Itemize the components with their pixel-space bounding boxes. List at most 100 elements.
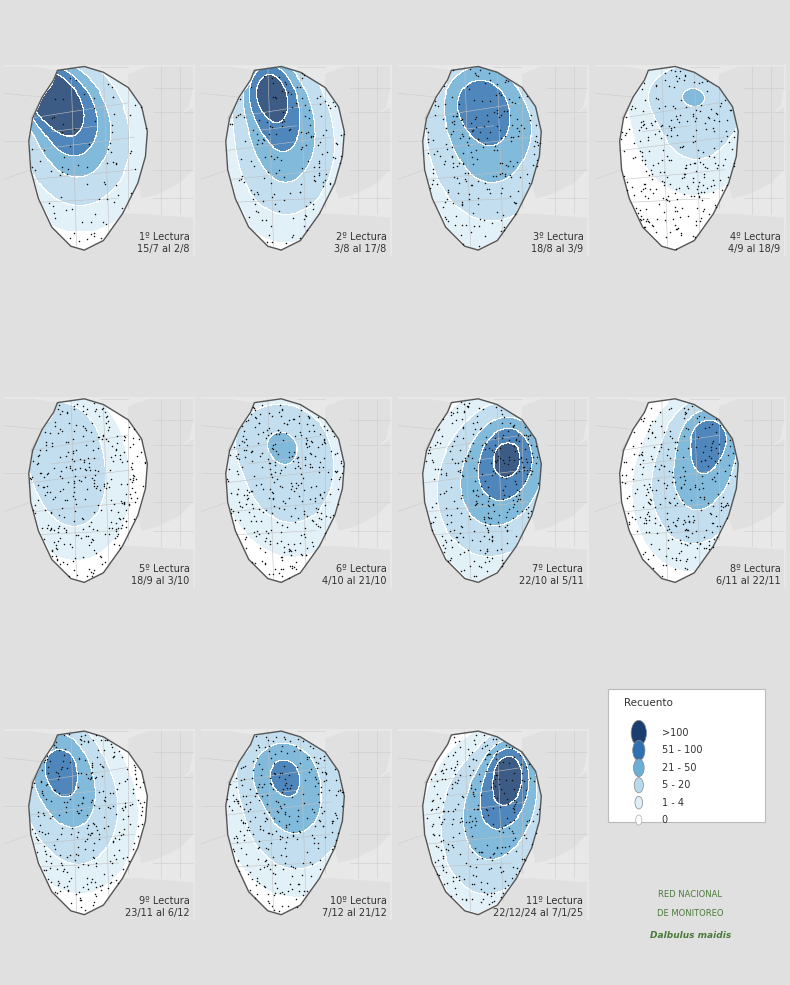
Point — [649, 414, 661, 429]
Point — [472, 489, 485, 504]
Point — [37, 787, 50, 803]
Point — [325, 443, 337, 459]
Point — [459, 891, 472, 907]
Point — [720, 123, 732, 139]
Point — [461, 164, 474, 180]
Point — [304, 761, 317, 777]
Point — [110, 155, 122, 170]
Point — [261, 451, 274, 467]
Point — [690, 523, 702, 539]
Point — [231, 795, 244, 811]
Point — [137, 479, 149, 494]
Point — [106, 90, 118, 105]
Point — [706, 184, 719, 200]
Point — [113, 537, 126, 553]
Point — [483, 440, 495, 456]
Polygon shape — [325, 399, 390, 464]
Point — [296, 734, 309, 750]
Point — [450, 529, 463, 545]
Point — [292, 883, 305, 898]
Point — [43, 811, 56, 826]
Point — [709, 411, 722, 427]
Point — [25, 471, 38, 487]
Point — [630, 201, 642, 217]
Point — [238, 424, 250, 439]
Point — [638, 219, 650, 234]
Point — [695, 468, 708, 484]
Point — [294, 460, 307, 476]
Point — [638, 157, 651, 172]
Point — [262, 895, 275, 911]
Point — [710, 465, 723, 481]
Point — [488, 138, 501, 154]
Point — [86, 567, 99, 583]
Polygon shape — [201, 450, 228, 502]
Point — [533, 801, 546, 817]
Point — [127, 757, 140, 773]
Point — [61, 794, 73, 810]
Point — [712, 486, 724, 501]
Point — [450, 400, 463, 416]
Point — [487, 731, 499, 747]
Point — [88, 395, 100, 411]
Point — [479, 441, 491, 457]
Point — [519, 501, 532, 517]
Point — [265, 218, 277, 233]
Point — [675, 480, 687, 495]
Point — [332, 825, 344, 841]
Point — [250, 743, 263, 758]
Point — [48, 91, 61, 106]
Point — [235, 813, 248, 828]
Point — [474, 533, 487, 549]
Point — [70, 461, 82, 477]
Point — [61, 760, 73, 776]
Point — [292, 454, 304, 470]
Point — [692, 481, 705, 496]
Point — [676, 200, 689, 216]
Point — [432, 827, 445, 843]
Point — [72, 885, 85, 900]
Point — [687, 106, 700, 122]
Point — [675, 536, 687, 552]
Point — [682, 508, 694, 524]
Point — [649, 515, 662, 531]
Point — [525, 445, 538, 461]
Point — [483, 862, 495, 878]
Point — [89, 207, 102, 223]
Point — [96, 878, 108, 893]
Point — [484, 860, 497, 876]
Point — [97, 214, 110, 230]
Point — [446, 108, 459, 124]
Point — [308, 424, 321, 439]
Point — [446, 159, 459, 174]
Point — [119, 428, 132, 444]
Point — [437, 111, 450, 127]
Point — [80, 407, 92, 423]
Point — [480, 436, 492, 452]
Point — [254, 448, 266, 464]
Point — [257, 425, 269, 440]
Point — [638, 510, 651, 526]
Point — [476, 93, 488, 108]
Point — [129, 162, 141, 177]
Point — [314, 487, 326, 502]
Point — [658, 65, 671, 81]
Point — [104, 737, 117, 753]
Point — [109, 441, 122, 457]
Point — [498, 487, 510, 502]
Point — [291, 450, 303, 466]
Polygon shape — [398, 118, 425, 169]
Point — [268, 498, 280, 514]
Point — [699, 452, 712, 468]
Point — [51, 771, 64, 787]
Point — [519, 441, 532, 457]
Point — [649, 126, 661, 142]
Point — [265, 119, 278, 135]
Polygon shape — [398, 834, 432, 883]
Point — [638, 219, 651, 234]
Point — [118, 799, 131, 815]
Point — [663, 401, 675, 417]
Point — [715, 498, 728, 514]
Point — [527, 139, 540, 155]
Point — [316, 764, 329, 780]
